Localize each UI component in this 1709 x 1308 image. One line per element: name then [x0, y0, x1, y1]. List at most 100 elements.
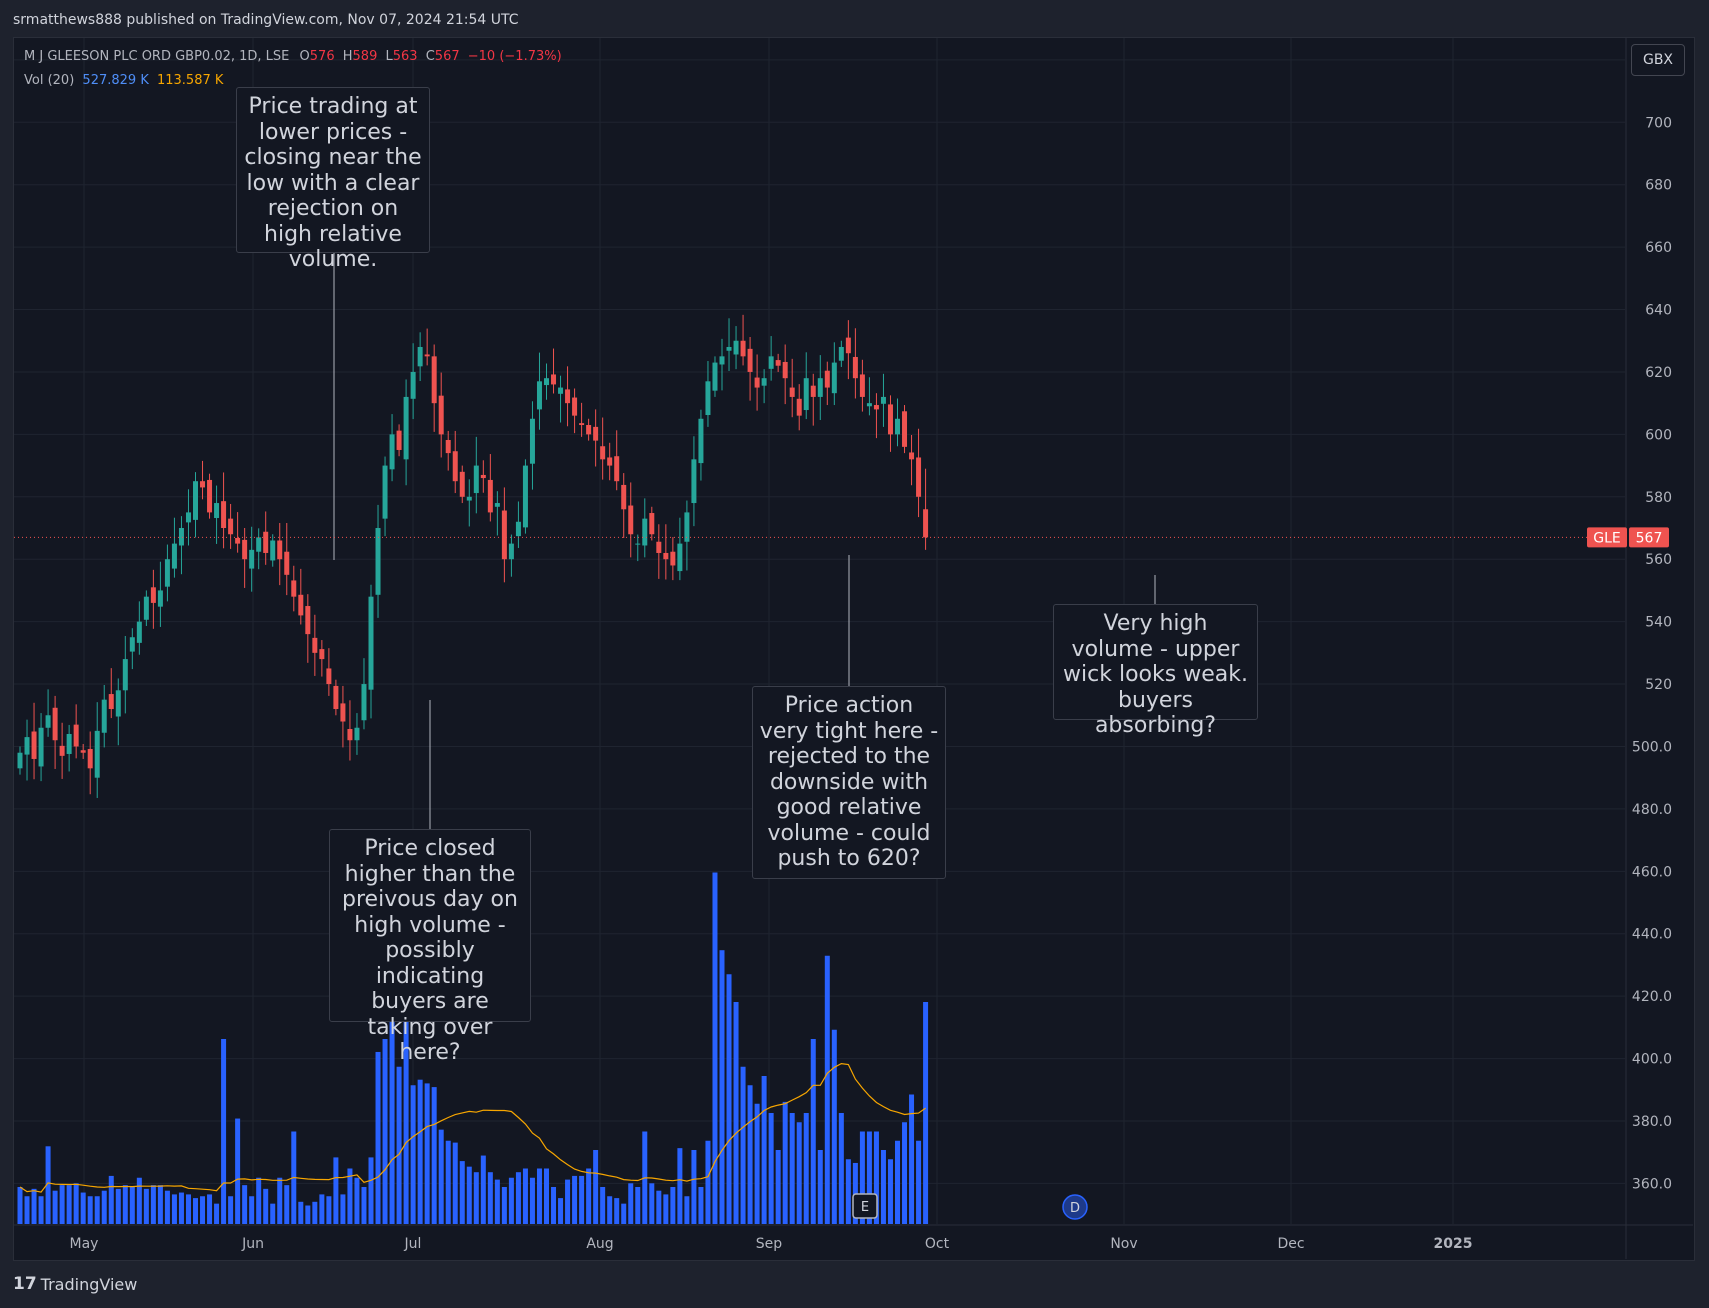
candle-body [726, 346, 732, 351]
volume-bar [403, 955, 409, 1224]
volume-bar [122, 1185, 128, 1224]
candle-body [866, 403, 872, 407]
volume-bar [80, 1192, 86, 1224]
candle-body [150, 587, 156, 603]
candle-body [712, 362, 718, 391]
volume-bar [164, 1190, 170, 1224]
candle-body [824, 370, 830, 388]
volume-bar [628, 1183, 634, 1224]
open-value: 576 [309, 49, 335, 64]
volume-bar [796, 1122, 802, 1224]
candle-body [494, 503, 500, 507]
candle-body [480, 474, 486, 479]
volume-bar [803, 1113, 809, 1224]
volume-bar [838, 1113, 844, 1224]
y-tick-label: 380.0 [1632, 1114, 1672, 1130]
volume-bar [221, 1039, 227, 1224]
volume-bar [593, 1150, 599, 1224]
volume-bar [761, 1076, 767, 1224]
candle-body [101, 699, 107, 733]
annotation-rejection[interactable]: Price trading at lower prices - closing … [236, 87, 430, 272]
x-tick-label: 2025 [1434, 1236, 1473, 1252]
candle-body [508, 543, 514, 560]
volume-bar [895, 1140, 900, 1224]
volume-bar [45, 1146, 51, 1224]
candle-body [207, 479, 213, 513]
symbol-legend: M J GLEESON PLC ORD GBP0.02, 1D, LSE O57… [24, 49, 562, 64]
candle-body [122, 659, 128, 691]
annotation-tight-price-action[interactable]: Price action very tight here - rejected … [752, 686, 946, 879]
candle-body [87, 748, 93, 769]
candle-body [326, 668, 332, 685]
candle-body [221, 501, 227, 529]
candle-body [501, 510, 507, 560]
candle-body [789, 387, 795, 397]
volume-bar [719, 950, 725, 1224]
x-tick-label: Dec [1277, 1236, 1304, 1252]
candle-body [368, 596, 374, 690]
volume-bar [649, 1183, 655, 1224]
candle-body [761, 378, 767, 386]
candle-body [256, 537, 262, 552]
candle-body [916, 457, 922, 497]
volume-bar [733, 1002, 739, 1224]
volume-bar [558, 1198, 564, 1224]
volume-bar [670, 1187, 676, 1224]
currency-button[interactable]: GBX [1631, 44, 1685, 76]
volume-bar [438, 1129, 444, 1224]
candle-body [389, 434, 395, 470]
candle-body [600, 446, 606, 460]
volume-bar [263, 1188, 269, 1224]
candle-body [445, 439, 451, 454]
x-tick-label: Jul [404, 1236, 422, 1252]
volume-bar [382, 1039, 388, 1224]
candle-body [719, 356, 725, 365]
volume-bar [866, 1131, 872, 1224]
change-value: −10 (−1.73%) [467, 49, 562, 64]
x-tick-label: Jun [241, 1236, 264, 1252]
candle-body [838, 346, 844, 361]
candle-body [305, 606, 311, 635]
low-value: 563 [392, 49, 418, 64]
candle-body [431, 356, 437, 404]
candle-body [663, 552, 669, 560]
volume-bar [424, 1083, 430, 1224]
candle-body [17, 752, 23, 769]
volume-bar [347, 1168, 353, 1224]
candle-body [94, 730, 100, 778]
candle-body [136, 621, 142, 643]
candle-body [614, 456, 620, 482]
candle-body [677, 543, 683, 572]
candle-body [193, 481, 198, 520]
earnings-marker [852, 1193, 878, 1219]
volume-bar [24, 1196, 30, 1224]
volume-bar [600, 1187, 606, 1224]
candle-body [171, 543, 177, 569]
candle-body [895, 418, 900, 435]
candle-body [45, 715, 51, 728]
y-tick-label: 460.0 [1632, 864, 1672, 880]
candle-body [817, 378, 823, 397]
volume-bar [684, 1196, 690, 1224]
candle-body [242, 539, 248, 560]
volume-bar [193, 1198, 198, 1224]
tradingview-logo[interactable]: 17 TradingView [13, 1274, 137, 1294]
candle-body [249, 549, 255, 569]
volume-bar [810, 1039, 816, 1224]
candle-body [157, 590, 163, 607]
volume-bar [789, 1113, 795, 1224]
volume-bar [108, 1175, 114, 1224]
candle-body [164, 559, 170, 587]
y-tick-label: 360.0 [1632, 1176, 1672, 1192]
volume-bar [466, 1166, 472, 1224]
volume-bar [17, 1187, 23, 1224]
published-by-line: srmatthews888 published on TradingView.c… [13, 12, 519, 28]
candle-body [565, 389, 571, 404]
annotation-high-volume[interactable]: Very high volume - upper wick looks weak… [1053, 604, 1258, 738]
volume-bar [410, 1085, 416, 1224]
close-label: C [425, 49, 435, 64]
volume-ma-value: 113.587 K [156, 73, 224, 88]
volume-bar [712, 872, 718, 1224]
candle-body [200, 481, 206, 488]
annotation-buyers-taking-over[interactable]: Price closed higher than the preivous da… [329, 829, 531, 1065]
